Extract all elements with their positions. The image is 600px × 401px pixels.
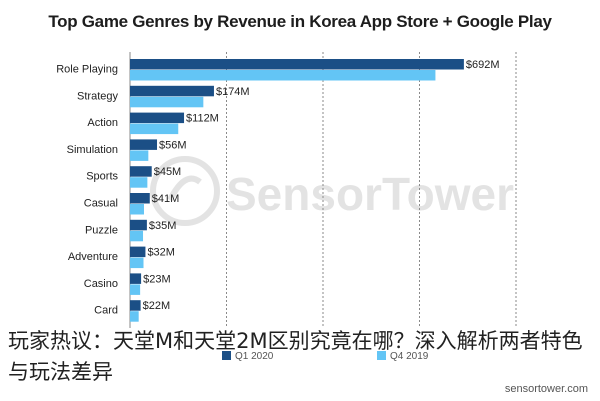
data-label: $56M xyxy=(159,139,187,151)
bar-q1-2020 xyxy=(130,59,464,70)
data-label: $41M xyxy=(152,193,180,205)
category-label: Sports xyxy=(86,171,118,183)
bar-q1-2020 xyxy=(130,246,146,258)
bar-q4-2019 xyxy=(130,257,144,269)
legend-label: Q4 2019 xyxy=(390,351,429,362)
data-label: $22M xyxy=(143,300,171,312)
category-label: Casino xyxy=(84,278,118,290)
category-label: Simulation xyxy=(67,144,118,156)
data-label: $45M xyxy=(154,166,182,178)
category-label: Puzzle xyxy=(85,224,118,236)
bar-q1-2020 xyxy=(130,85,214,97)
bar-q1-2020 xyxy=(130,219,147,231)
bar-q4-2019 xyxy=(130,96,204,108)
bar-q1-2020 xyxy=(130,300,141,311)
bar-q4-2019 xyxy=(130,204,144,215)
legend-swatch xyxy=(377,351,386,360)
category-label: Action xyxy=(87,117,118,129)
data-label: $32M xyxy=(147,247,175,259)
category-label: Casual xyxy=(84,198,118,210)
source-label: sensortower.com xyxy=(504,383,588,395)
data-label: $174M xyxy=(216,86,250,98)
bar-q4-2019 xyxy=(130,230,144,242)
watermark-text: SensorTower xyxy=(226,168,514,220)
bar-q1-2020 xyxy=(130,193,150,204)
data-label: $23M xyxy=(143,273,171,285)
article-caption: 玩家热议：天堂M和天堂2M区别究竟在哪？深入解析两者特色与玩法差异 xyxy=(8,329,583,384)
bar-q1-2020 xyxy=(130,166,152,177)
bar-q4-2019 xyxy=(130,284,141,295)
data-label: $35M xyxy=(149,220,177,232)
legend-label: Q1 2020 xyxy=(235,351,274,362)
data-label: $692M xyxy=(466,59,500,71)
bar-q4-2019 xyxy=(130,70,436,81)
bar-q4-2019 xyxy=(130,150,149,161)
category-label: Adventure xyxy=(68,251,118,263)
data-label: $112M xyxy=(186,113,219,125)
bar-q4-2019 xyxy=(130,123,179,135)
category-label: Strategy xyxy=(77,90,118,102)
chart-title: Top Game Genres by Revenue in Korea App … xyxy=(48,12,552,31)
category-label: Role Playing xyxy=(56,64,118,76)
sensortower-watermark: SensorTower xyxy=(150,156,514,226)
bar-q1-2020 xyxy=(130,273,142,284)
category-label: Card xyxy=(94,305,118,317)
bar-q1-2020 xyxy=(130,112,185,124)
bar-q4-2019 xyxy=(130,311,139,322)
bar-q1-2020 xyxy=(130,139,158,150)
bar-q4-2019 xyxy=(130,177,148,188)
legend-swatch xyxy=(222,351,231,360)
